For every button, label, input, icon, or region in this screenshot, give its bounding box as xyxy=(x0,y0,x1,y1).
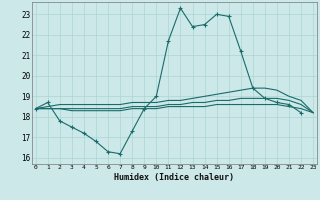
X-axis label: Humidex (Indice chaleur): Humidex (Indice chaleur) xyxy=(115,173,234,182)
